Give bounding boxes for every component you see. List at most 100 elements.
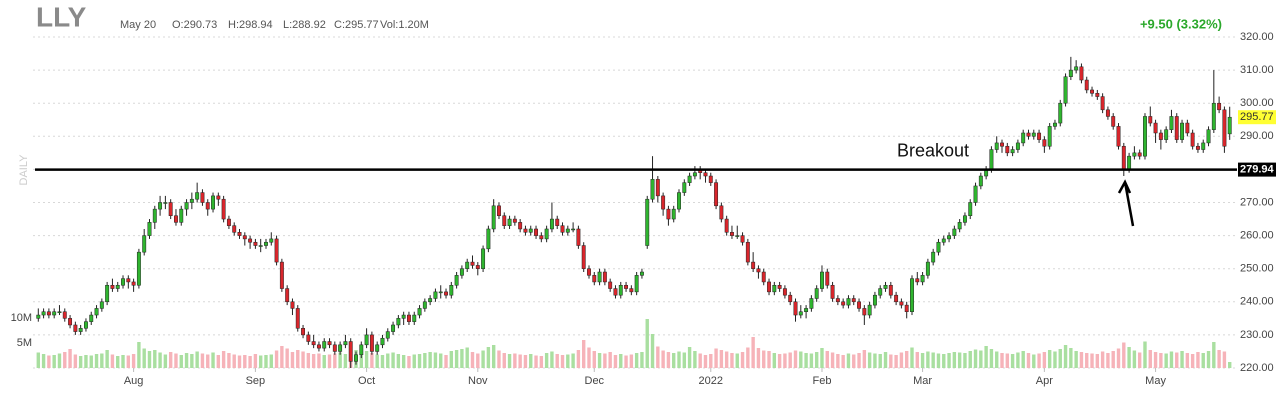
candle-body — [782, 288, 787, 296]
volume-bar — [449, 351, 454, 368]
volume-bar — [1143, 341, 1147, 368]
candle-body — [269, 238, 274, 243]
volume-bar — [1042, 352, 1047, 368]
candle-body — [343, 341, 348, 346]
volume-bar — [926, 351, 930, 368]
volume-bar — [1032, 354, 1036, 368]
volume-bar — [179, 355, 183, 368]
candle-body — [78, 328, 83, 332]
candle-body — [719, 205, 724, 220]
candle-body — [666, 208, 671, 220]
volume-bar — [168, 352, 173, 368]
volume-bar — [566, 354, 570, 368]
candle-body — [692, 172, 697, 177]
volume-bar — [327, 354, 332, 368]
candle-body — [804, 308, 809, 312]
candle-body — [1158, 132, 1163, 140]
volume-bar — [428, 352, 432, 368]
candle-body — [1031, 132, 1036, 137]
candle-body — [1185, 122, 1190, 134]
candle-body — [412, 314, 417, 322]
volume-bar — [78, 356, 83, 368]
header-volume: Vol:1.20M — [380, 19, 429, 31]
candle-body — [994, 142, 999, 150]
volume-bar — [989, 349, 994, 368]
volume-bar — [1111, 351, 1115, 368]
candle-body — [454, 275, 459, 286]
candle-body — [253, 241, 258, 246]
volume-bar — [592, 351, 596, 368]
candle-body — [920, 275, 925, 283]
volume-bar — [740, 352, 745, 368]
candle-body — [142, 235, 147, 253]
candle-body — [602, 271, 607, 283]
volume-bar — [1100, 351, 1105, 368]
volume-bar — [518, 354, 522, 368]
candle-body — [555, 218, 560, 226]
volume-bar — [963, 353, 967, 368]
volume-bar — [116, 356, 120, 368]
candle-body — [735, 235, 740, 237]
volume-bar — [762, 350, 766, 368]
candle-body — [1143, 116, 1147, 157]
volume-tick-label: 10M — [11, 312, 32, 324]
volume-bar — [1085, 353, 1089, 368]
header-low: L:288.92 — [283, 19, 326, 31]
volume-bar — [756, 348, 761, 368]
volume-bar — [221, 351, 226, 368]
volume-bar — [94, 354, 99, 368]
candle-body — [428, 298, 433, 303]
candle-body — [279, 261, 284, 289]
volume-bar — [1005, 353, 1010, 368]
volume-bar — [905, 351, 909, 368]
volume-bar — [529, 354, 533, 368]
candle-body — [613, 288, 618, 296]
candle-body — [910, 278, 914, 312]
volume-bar — [820, 348, 824, 368]
candle-body — [857, 301, 861, 309]
candle-body — [459, 268, 464, 276]
volume-bar — [57, 353, 62, 368]
candle-body — [1111, 116, 1116, 127]
candle-body — [962, 215, 967, 223]
candle-body — [1127, 155, 1132, 170]
volume-bar — [237, 355, 242, 368]
candle-body — [714, 182, 719, 207]
candle-body — [364, 334, 369, 346]
volume-bar — [894, 355, 898, 368]
candle-body — [703, 172, 708, 177]
candle-body — [772, 285, 777, 293]
volume-bar — [1175, 352, 1179, 368]
y-tick-label: 220.00 — [1240, 362, 1274, 374]
candle-body — [316, 344, 321, 349]
candle-body — [888, 285, 893, 296]
candle-body — [841, 301, 846, 306]
volume-bar — [634, 353, 639, 368]
candle-body — [756, 268, 761, 273]
candle-body — [1000, 142, 1004, 147]
x-tick-label: Oct — [358, 375, 375, 387]
candle-body — [264, 241, 268, 246]
volume-bar — [910, 347, 914, 368]
breakout-label: 279.94 — [1240, 164, 1275, 176]
volume-bar — [889, 354, 893, 368]
volume-bar — [306, 353, 311, 368]
candle-body — [36, 314, 41, 319]
volume-bar — [248, 356, 252, 368]
volume-bar — [1164, 353, 1168, 368]
candle-body — [258, 245, 263, 247]
header-date: May 20 — [120, 19, 156, 31]
candle-body — [624, 285, 629, 289]
candle-body — [126, 278, 131, 283]
candle-body — [332, 344, 337, 352]
candle-body — [867, 304, 872, 316]
candle-body — [200, 192, 205, 203]
y-tick-label: 250.00 — [1240, 263, 1274, 275]
volume-bar — [84, 355, 88, 368]
volume-bar — [301, 351, 305, 368]
x-tick-label: Feb — [812, 375, 831, 387]
volume-bar — [687, 347, 692, 368]
candle-body — [650, 179, 655, 200]
volume-bar — [476, 353, 480, 368]
volume-bar — [311, 354, 316, 368]
